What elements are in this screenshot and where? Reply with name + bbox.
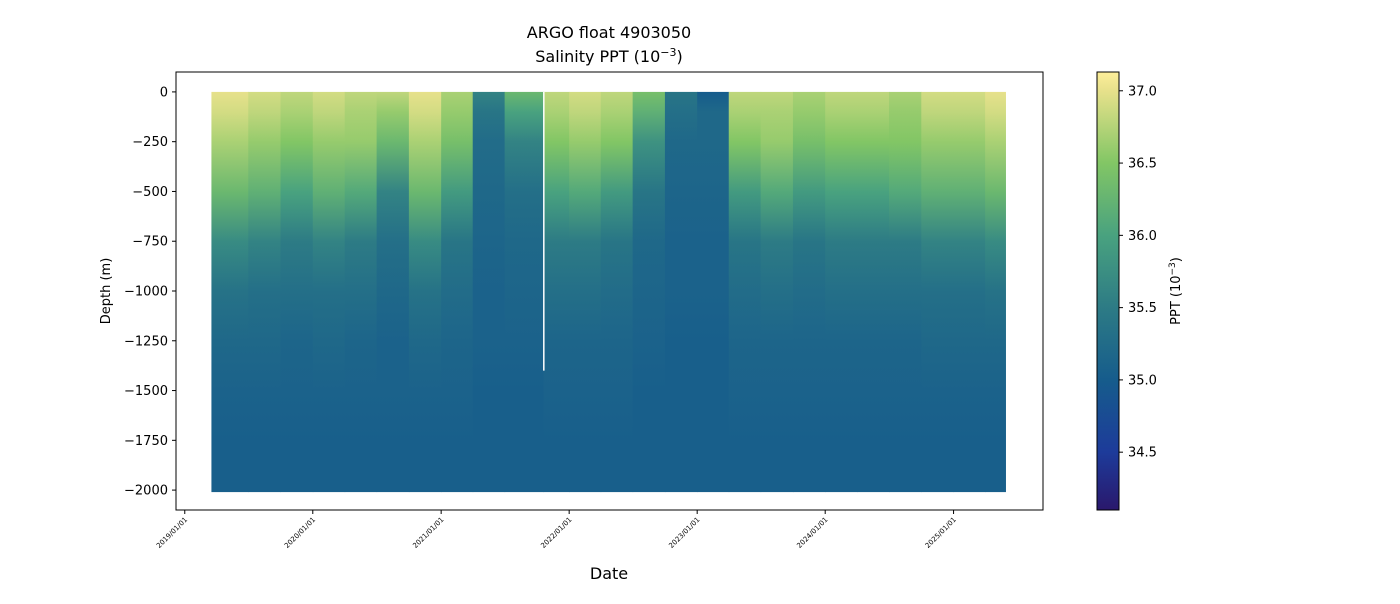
colorbar-tick-label: 34.5	[1128, 446, 1157, 461]
salinity-profile	[825, 91, 858, 493]
chart-title-line2: Salinity PPT (10−3)	[535, 46, 683, 66]
salinity-profile	[728, 91, 762, 493]
salinity-profile	[792, 91, 826, 493]
colorbar-tick-label: 36.5	[1128, 157, 1157, 172]
y-tick-label: −750	[132, 235, 168, 250]
salinity-profile	[312, 91, 346, 493]
y-tick-label: −1750	[124, 434, 168, 449]
x-tick-label: 2025/01/01	[924, 516, 958, 550]
salinity-profile	[248, 91, 282, 493]
x-axis: 2019/01/01 2020/01/01 2021/01/01 2022/01/01…	[155, 510, 958, 550]
y-tick-label: −1500	[124, 384, 168, 399]
x-tick-label: 2023/01/01	[667, 516, 701, 550]
x-tick-label: 2019/01/01	[155, 516, 189, 550]
salinity-profile	[760, 91, 794, 493]
colorbar-tick-label: 35.5	[1128, 301, 1157, 316]
colorbar-tick-label: 37.0	[1128, 84, 1157, 99]
salinity-profile	[921, 91, 955, 493]
salinity-profile	[441, 91, 474, 493]
y-axis: 0 −250 −500 −750 −1000 −1250 −1500 −1750 −2000	[124, 85, 176, 499]
plot-area	[211, 91, 1006, 493]
salinity-profile	[600, 91, 634, 493]
salinity-profile	[472, 91, 506, 493]
salinity-profile	[697, 91, 730, 493]
salinity-profile	[376, 91, 410, 493]
salinity-profile	[953, 91, 986, 493]
chart-title-line1: ARGO float 4903050	[527, 23, 691, 42]
colorbar-tick-label: 36.0	[1128, 229, 1157, 244]
y-tick-label: −250	[132, 135, 168, 150]
y-axis-label: Depth (m)	[99, 258, 114, 325]
salinity-profile	[857, 91, 890, 493]
salinity-profile	[408, 91, 442, 493]
colorbar-label: PPT (10−3)	[1168, 257, 1184, 325]
colorbar: 34.5 35.0 35.5 36.0 36.5 37.0	[1096, 71, 1157, 511]
salinity-profile	[889, 91, 922, 493]
salinity-profile	[632, 91, 666, 493]
x-tick-label: 2022/01/01	[539, 516, 573, 550]
colorbar-tick-label: 35.0	[1128, 373, 1157, 388]
colorbar-gradient	[1096, 71, 1120, 511]
salinity-profile	[504, 91, 545, 493]
salinity-profile	[543, 91, 570, 493]
salinity-profile	[211, 91, 249, 493]
y-tick-label: −1000	[124, 285, 168, 300]
x-tick-label: 2021/01/01	[411, 516, 445, 550]
salinity-profile	[280, 91, 314, 493]
missing-profile-gap	[543, 91, 545, 371]
salinity-profile	[664, 91, 698, 493]
x-tick-label: 2020/01/01	[283, 516, 317, 550]
x-tick-label: 2024/01/01	[795, 516, 829, 550]
x-axis-label: Date	[590, 564, 628, 583]
y-tick-label: −2000	[124, 484, 168, 499]
y-tick-label: −500	[132, 185, 168, 200]
y-tick-label: 0	[160, 85, 168, 100]
salinity-profile	[344, 91, 378, 493]
salinity-profile	[985, 91, 1006, 493]
salinity-profile	[569, 91, 602, 493]
y-tick-label: −1250	[124, 334, 168, 349]
